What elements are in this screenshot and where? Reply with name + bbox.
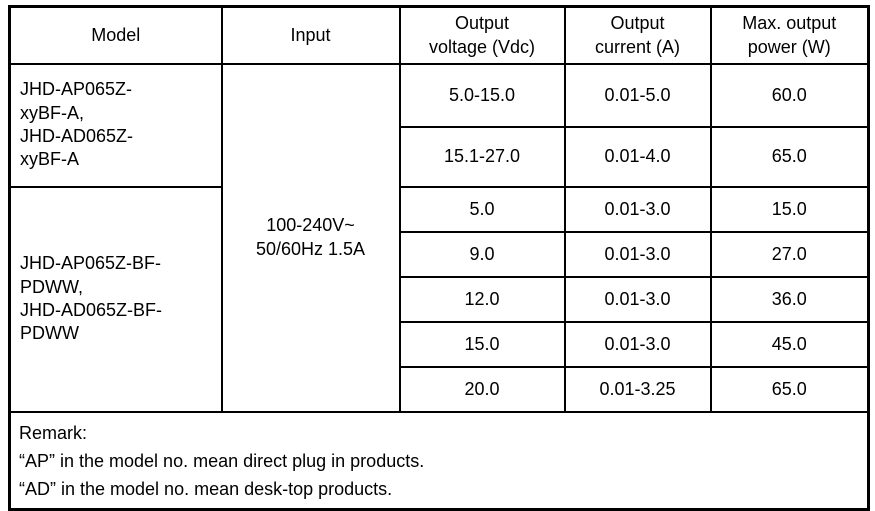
table-row: JHD-AP065Z- xyBF-A, JHD-AD065Z- xyBF-A 1… [8,62,870,413]
remark-row: Remark: “AP” in the model no. mean direc… [8,410,870,511]
input-cell: 100-240V~ 50/60Hz 1.5A [220,62,401,413]
power-cell: 45.0 [709,320,870,368]
current-cell: 0.01-3.0 [563,320,712,368]
model-group-1-cell: JHD-AP065Z- xyBF-A, JHD-AD065Z- xyBF-A [8,62,223,188]
remark-title: Remark: [19,422,88,443]
power-cell: 65.0 [709,365,870,413]
voltage-cell: 12.0 [398,275,566,323]
voltage-cell: 5.0-15.0 [398,62,566,128]
header-output-voltage: Output voltage (Vdc) [398,5,566,65]
table-row: 12.0 0.01-3.0 36.0 [10,275,870,323]
power-cell: 65.0 [709,125,870,188]
current-cell: 0.01-3.0 [563,185,712,233]
voltage-cell: 5.0 [398,185,566,233]
table-row: 9.0 0.01-3.0 27.0 [10,230,870,278]
remark-line-ap: “AP” in the model no. mean direct plug i… [19,450,425,471]
voltage-cell: 15.0 [398,320,566,368]
power-cell: 15.0 [709,185,870,233]
header-model: Model [8,5,223,65]
power-spec-table: Model Input Output voltage (Vdc) Output … [8,5,870,511]
table-header-row: Model Input Output voltage (Vdc) Output … [8,5,870,65]
voltage-cell: 15.1-27.0 [398,125,566,188]
table-row: 20.0 0.01-3.25 65.0 [10,365,870,413]
model-group-2-cell: JHD-AP065Z-BF- PDWW, JHD-AD065Z-BF- PDWW [8,185,223,413]
header-max-output-power: Max. output power (W) [709,5,870,65]
table-row: 15.0 0.01-3.0 45.0 [10,320,870,368]
remark-line-ad: “AD” in the model no. mean desk-top prod… [19,479,393,500]
header-input: Input [220,5,401,65]
power-cell: 60.0 [709,62,870,128]
header-output-current: Output current (A) [563,5,712,65]
document-page: Model Input Output voltage (Vdc) Output … [8,5,870,511]
current-cell: 0.01-3.0 [563,230,712,278]
current-cell: 0.01-3.25 [563,365,712,413]
power-cell: 27.0 [709,230,870,278]
power-cell: 36.0 [709,275,870,323]
current-cell: 0.01-4.0 [563,125,712,188]
remark-cell: Remark: “AP” in the model no. mean direc… [8,410,870,511]
table-row: 15.1-27.0 0.01-4.0 65.0 [10,125,870,188]
voltage-cell: 9.0 [398,230,566,278]
table-row: JHD-AP065Z-BF- PDWW, JHD-AD065Z-BF- PDWW… [8,185,870,413]
voltage-cell: 20.0 [398,365,566,413]
current-cell: 0.01-3.0 [563,275,712,323]
current-cell: 0.01-5.0 [563,62,712,128]
